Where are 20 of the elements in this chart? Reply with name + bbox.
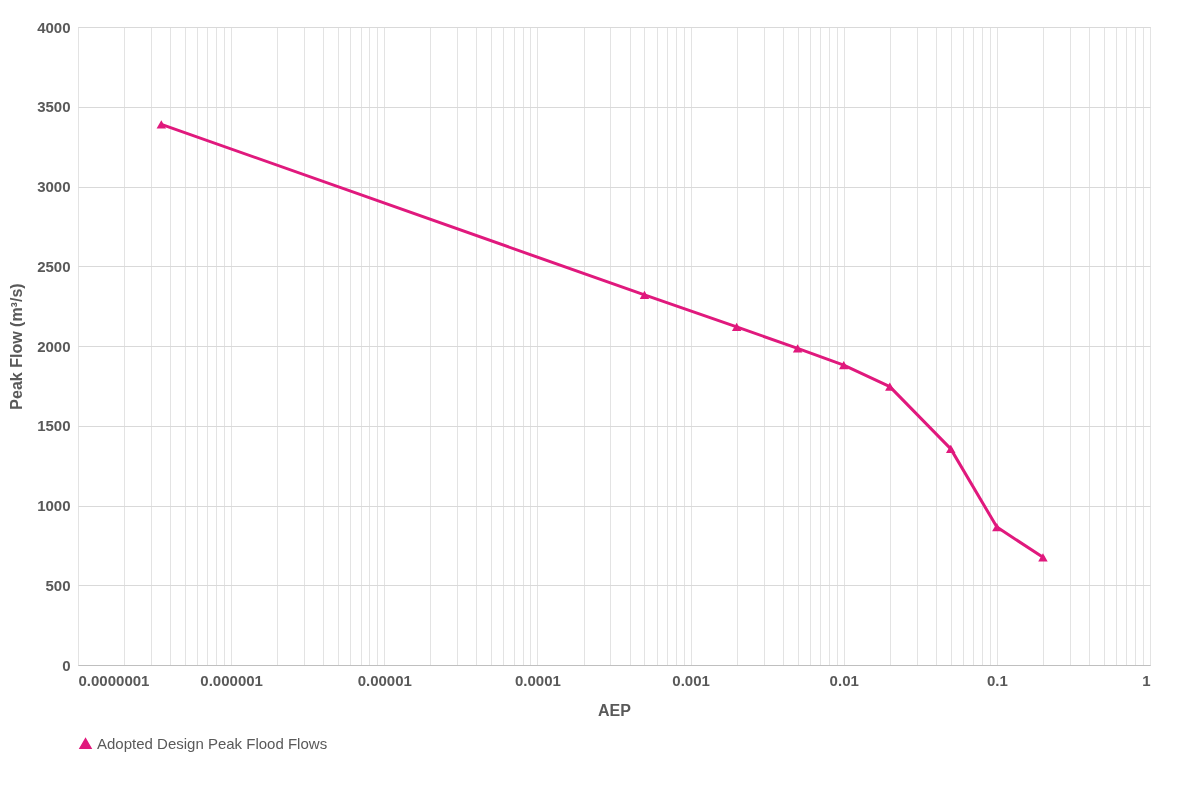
- x-axis-title: AEP: [598, 701, 632, 719]
- y-tick-label: 500: [45, 576, 71, 594]
- y-tick-label: 3000: [37, 178, 71, 195]
- y-tick-label: 3500: [37, 98, 71, 116]
- y-tick-label: 4000: [37, 18, 71, 36]
- y-tick-label: 1000: [37, 497, 71, 514]
- x-tick-label: 0.01: [829, 671, 859, 689]
- x-tick-label: 0.00001: [357, 671, 412, 689]
- y-tick-label: 0: [62, 656, 71, 674]
- x-tick-label: 0.001: [672, 671, 710, 689]
- x-tick-label: 0.0000001: [78, 671, 150, 689]
- y-tick-label: 2500: [37, 257, 71, 275]
- x-tick-label: 1: [1142, 671, 1151, 689]
- y-tick-label: 2000: [37, 337, 71, 355]
- y-tick-label: 1500: [37, 417, 71, 435]
- x-tick-label: 0.000001: [200, 671, 263, 689]
- x-tick-label: 0.1: [986, 671, 1008, 689]
- x-tick-label: 0.0001: [514, 671, 561, 689]
- y-axis-title: Peak Flow (m³/s): [8, 283, 26, 410]
- legend-label: Adopted Design Peak Flood Flows: [97, 734, 328, 752]
